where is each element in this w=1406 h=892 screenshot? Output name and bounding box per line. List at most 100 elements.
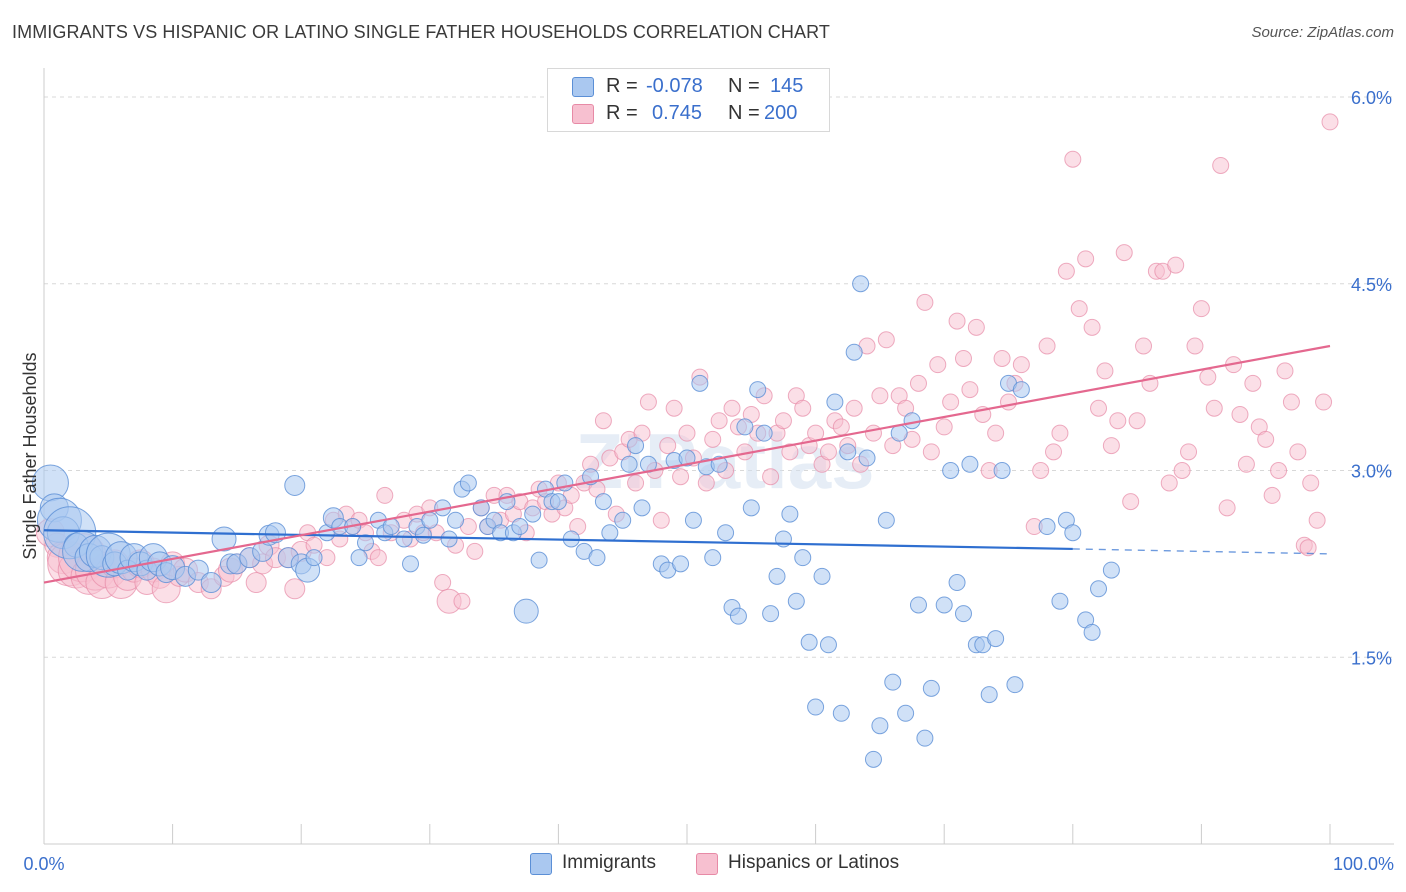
hispanics-point xyxy=(704,430,722,448)
chart-title: IMMIGRANTS VS HISPANIC OR LATINO SINGLE … xyxy=(12,22,830,42)
immigrants-point xyxy=(614,511,632,529)
hispanics-point xyxy=(466,542,484,560)
hispanics-point xyxy=(948,312,966,330)
immigrants-label: Immigrants xyxy=(562,852,656,873)
hispanics-point xyxy=(871,387,889,405)
hispanics-point xyxy=(1045,443,1063,461)
hispanics-point xyxy=(922,443,940,461)
r-label: R = xyxy=(606,75,638,97)
hispanics-point xyxy=(369,549,387,567)
hispanics-point xyxy=(1289,443,1307,461)
immigrants-point xyxy=(684,511,702,529)
immigrants-point xyxy=(897,704,915,722)
n-label: N = xyxy=(728,102,760,124)
hispanics-point xyxy=(1135,337,1153,355)
hispanics-point xyxy=(832,418,850,436)
hispanics-point xyxy=(1077,250,1095,268)
immigrants-point xyxy=(1083,623,1101,641)
hispanics-point xyxy=(376,486,394,504)
immigrants-point xyxy=(858,449,876,467)
immigrants-point xyxy=(954,605,972,623)
n-value: 200 xyxy=(764,102,798,124)
hispanics-point xyxy=(916,293,934,311)
hispanics-point xyxy=(1244,374,1262,392)
hispanics-point xyxy=(1231,405,1249,423)
immigrants-swatch xyxy=(530,853,552,875)
hispanics-point xyxy=(762,468,780,486)
x-tick-label: 0.0% xyxy=(23,854,64,874)
hispanics-point xyxy=(672,468,690,486)
immigrants-point xyxy=(935,596,953,614)
hispanics-point xyxy=(1064,150,1082,168)
immigrants-point xyxy=(864,750,882,768)
immigrants-point xyxy=(402,555,420,573)
immigrants-point xyxy=(620,455,638,473)
hispanics-label: Hispanics or Latinos xyxy=(728,852,900,873)
hispanics-point xyxy=(877,331,895,349)
immigrants-point xyxy=(980,686,998,704)
immigrants-point xyxy=(717,524,735,542)
hispanics-point xyxy=(1167,256,1185,274)
immigrants-point xyxy=(903,412,921,430)
immigrants-point xyxy=(530,551,548,569)
hispanics-point xyxy=(781,443,799,461)
immigrants-point xyxy=(440,530,458,548)
immigrants-point xyxy=(357,534,374,552)
immigrants-point xyxy=(414,526,432,544)
hispanics-point xyxy=(1083,318,1101,336)
hispanics-point xyxy=(1000,393,1017,411)
hispanics-point xyxy=(652,511,670,529)
hispanics-point xyxy=(1257,430,1275,448)
y-tick-label: 1.5% xyxy=(1351,648,1392,668)
immigrants-point xyxy=(691,374,709,392)
immigrants-point xyxy=(826,393,844,411)
hispanics-point xyxy=(942,393,960,411)
immigrants-point xyxy=(742,499,760,517)
immigrants-point xyxy=(588,549,606,567)
immigrants-point xyxy=(1090,580,1108,598)
hispanics-point xyxy=(1180,443,1198,461)
immigrants-point xyxy=(839,443,857,461)
immigrants-point xyxy=(807,698,825,716)
hispanics-point xyxy=(1173,462,1191,479)
hispanics-point xyxy=(929,356,947,374)
immigrants-point xyxy=(819,636,837,654)
immigrants-point xyxy=(704,549,722,567)
immigrants-point xyxy=(755,424,773,442)
grid-lines xyxy=(44,96,1394,658)
y-axis-title: Single Father Households xyxy=(20,352,40,559)
immigrants-point xyxy=(678,449,696,467)
immigrants-point xyxy=(627,437,645,455)
hispanics-point xyxy=(710,412,728,430)
immigrants-point xyxy=(350,549,368,567)
immigrants-point xyxy=(845,343,863,361)
hispanics-point xyxy=(1199,368,1217,386)
hispanics-point xyxy=(1315,393,1333,411)
hispanics-point xyxy=(1122,493,1140,511)
hispanics-point xyxy=(845,399,863,417)
hispanics-point xyxy=(1096,362,1114,380)
immigrants-point xyxy=(284,474,306,496)
immigrants-point xyxy=(524,505,542,523)
immigrants-point xyxy=(1006,676,1024,694)
hispanics-point xyxy=(1090,399,1108,417)
n-value: 145 xyxy=(770,75,804,97)
immigrants-point xyxy=(781,505,799,523)
hispanics-point xyxy=(819,443,837,461)
hispanics-point xyxy=(1205,399,1223,417)
immigrants-point xyxy=(549,493,567,511)
hispanics-point xyxy=(935,418,953,436)
hispanics-point xyxy=(1032,462,1050,479)
r-value: -0.078 xyxy=(646,75,703,97)
immigrants-point xyxy=(459,474,477,492)
immigrants-point xyxy=(305,549,323,567)
immigrants-point xyxy=(871,717,889,735)
hispanics-point xyxy=(1115,244,1133,262)
immigrants-point xyxy=(987,630,1005,648)
hispanics-point xyxy=(1270,462,1288,479)
immigrants-point xyxy=(787,592,805,610)
hispanics-point xyxy=(284,578,306,600)
immigrants-trend-extension xyxy=(1072,548,1331,555)
hispanics-point xyxy=(434,574,452,592)
hispanics-point xyxy=(245,572,267,594)
